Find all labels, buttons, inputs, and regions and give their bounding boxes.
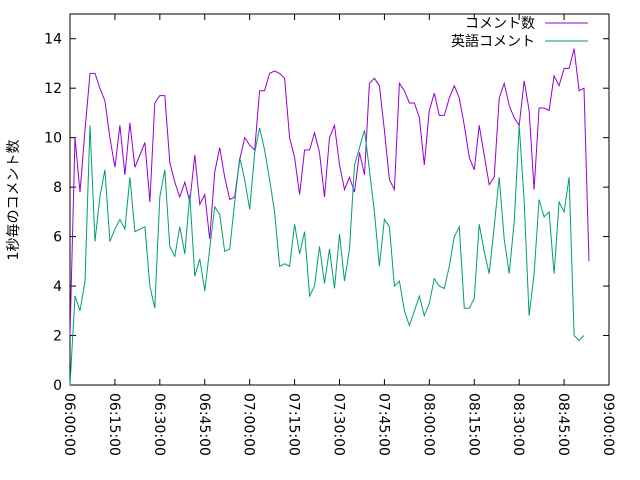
x-tick-label: 06:15:00 xyxy=(106,393,122,456)
y-tick-label: 14 xyxy=(44,32,62,48)
y-tick-label: 12 xyxy=(44,81,62,97)
y-axis-label: 1秒毎のコメント数 xyxy=(6,140,22,261)
x-tick-label: 08:15:00 xyxy=(465,393,481,456)
y-tick-label: 0 xyxy=(53,378,62,394)
series-line-1 xyxy=(69,48,590,336)
y-tick-label: 4 xyxy=(53,279,62,295)
x-tick-label: 06:30:00 xyxy=(151,393,167,456)
x-tick-label: 07:45:00 xyxy=(375,393,391,456)
series-line-2 xyxy=(69,125,585,386)
x-tick-label: 07:15:00 xyxy=(286,393,302,456)
x-tick-label: 08:30:00 xyxy=(510,393,526,456)
y-tick-label: 10 xyxy=(44,131,62,147)
x-tick-label: 06:45:00 xyxy=(196,393,212,456)
y-tick-label: 8 xyxy=(53,180,62,196)
legend-label-1: コメント数 xyxy=(465,16,535,32)
x-tick-label: 07:00:00 xyxy=(241,393,257,456)
x-tick-label: 07:30:00 xyxy=(331,393,347,456)
y-tick-label: 6 xyxy=(53,230,62,246)
legend-label-2: 英語コメント xyxy=(451,33,535,50)
x-tick-label: 09:00:00 xyxy=(600,393,616,456)
x-tick-label: 08:45:00 xyxy=(555,393,571,456)
x-tick-label: 08:00:00 xyxy=(420,393,436,456)
y-axis: 0 2 4 6 8 10 12 14 xyxy=(44,32,609,394)
series-layer xyxy=(69,48,590,386)
x-axis: 06:00:00 06:15:00 06:30:00 06:45:00 07:00:00… xyxy=(61,14,616,456)
plot-frame xyxy=(69,13,610,386)
y-tick-label: 2 xyxy=(53,329,62,345)
x-tick-label: 06:00:00 xyxy=(61,393,77,456)
